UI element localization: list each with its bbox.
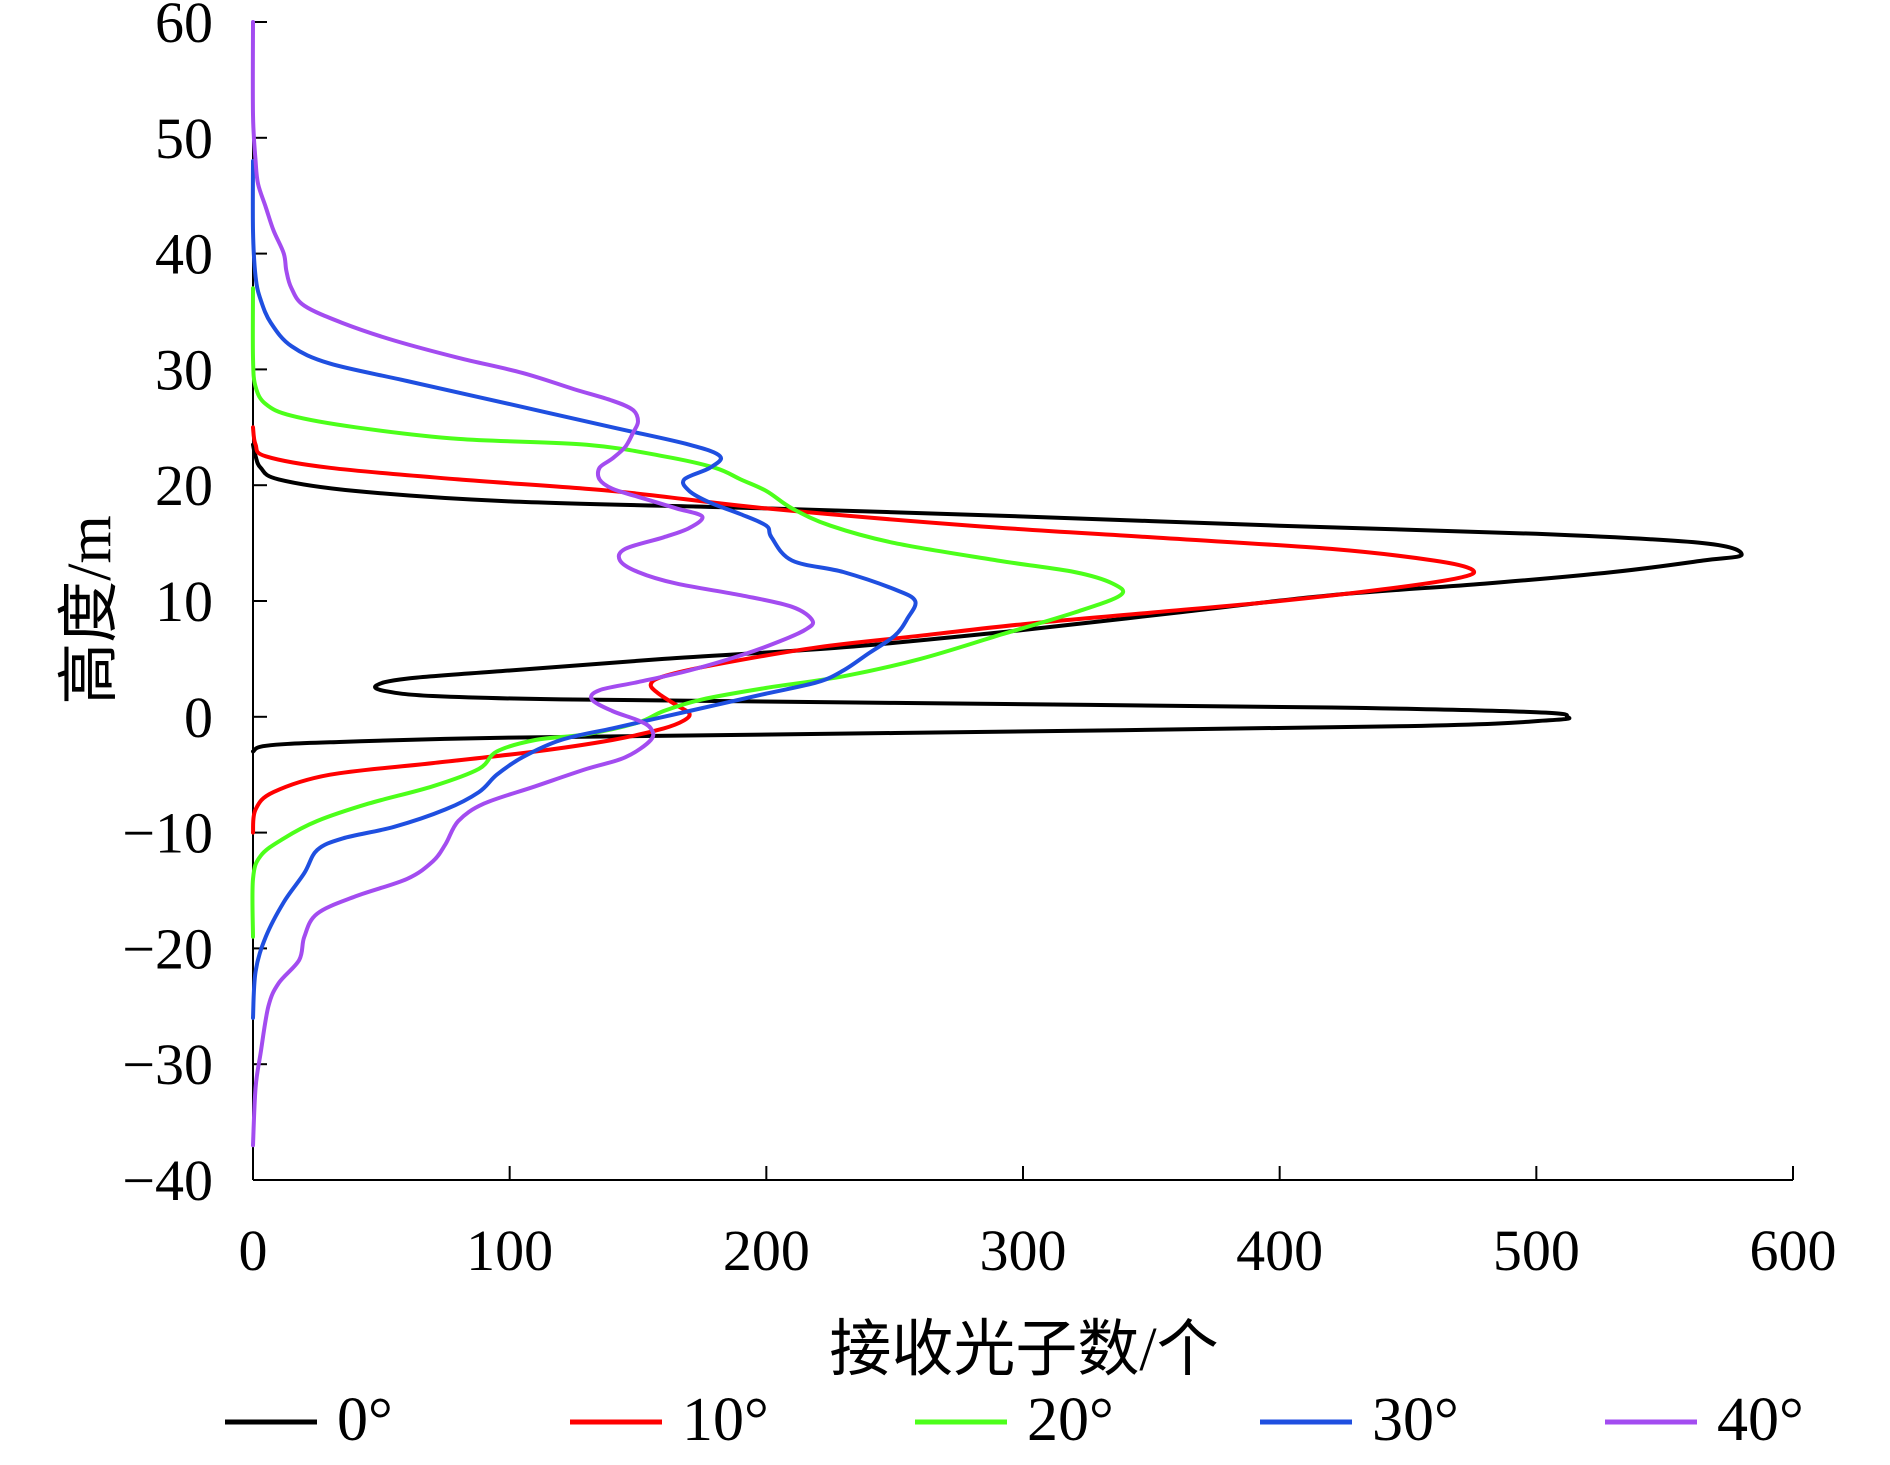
series-line-2 bbox=[250, 286, 1126, 939]
legend: 0° 10° 20° 30° 40° bbox=[225, 1386, 1804, 1454]
x-tick-label: 600 bbox=[1750, 1218, 1837, 1283]
y-tick-label: 40 bbox=[155, 222, 213, 287]
x-tick-label: 0 bbox=[239, 1218, 268, 1283]
x-tick-label: 400 bbox=[1236, 1218, 1323, 1283]
x-tick-label: 100 bbox=[466, 1218, 553, 1283]
legend-label-0: 0° bbox=[337, 1386, 393, 1454]
y-axis-title: 高度/m bbox=[56, 515, 124, 704]
series-line-4 bbox=[250, 20, 816, 1148]
x-tick-label: 300 bbox=[980, 1218, 1067, 1283]
x-tick-label: 500 bbox=[1493, 1218, 1580, 1283]
x-axis-title: 接收光子数/个 bbox=[829, 1316, 1218, 1384]
legend-label-3: 30° bbox=[1372, 1386, 1459, 1454]
y-tick-label: 60 bbox=[155, 0, 213, 55]
y-ticks: 60 50 40 30 20 10 0 −10 −20 −30 −40 bbox=[122, 0, 267, 1213]
series-line-1 bbox=[251, 425, 1477, 835]
series-layer bbox=[250, 20, 1744, 1148]
legend-label-4: 40° bbox=[1717, 1386, 1804, 1454]
y-tick-label: −40 bbox=[122, 1148, 213, 1213]
y-tick-label: 10 bbox=[155, 569, 213, 634]
axes bbox=[252, 22, 1793, 1181]
x-tick-label: 200 bbox=[723, 1218, 810, 1283]
legend-label-1: 10° bbox=[682, 1386, 769, 1454]
y-tick-label: 50 bbox=[155, 106, 213, 171]
y-tick-label: −10 bbox=[122, 801, 213, 866]
y-tick-label: −30 bbox=[122, 1032, 213, 1097]
series-line-0 bbox=[251, 442, 1744, 754]
y-tick-label: 30 bbox=[155, 337, 213, 402]
y-tick-label: 0 bbox=[184, 685, 213, 750]
y-tick-label: −20 bbox=[122, 916, 213, 981]
x-ticks: 0 100 200 300 400 500 600 bbox=[239, 1166, 1837, 1283]
y-tick-label: 20 bbox=[155, 453, 213, 518]
legend-label-2: 20° bbox=[1027, 1386, 1114, 1454]
series-line-3 bbox=[250, 159, 918, 1020]
